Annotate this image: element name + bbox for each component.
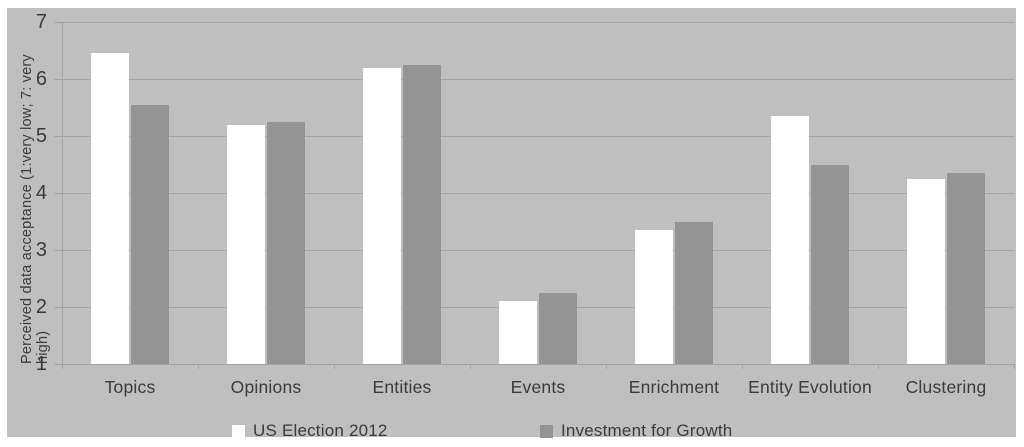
- bar-us-election-2012-topics: [91, 53, 129, 364]
- x-category-label-topics: Topics: [104, 377, 156, 397]
- gridline: [62, 22, 1014, 23]
- legend-item-investment-for-growth: Investment for Growth: [540, 421, 732, 441]
- bar-investment-for-growth-opinions: [267, 121, 305, 364]
- y-tick-mark: [54, 22, 62, 23]
- x-tick-mark: [742, 364, 743, 369]
- bar-investment-for-growth-enrichment: [675, 221, 713, 364]
- bar-us-election-2012-events: [499, 301, 537, 364]
- legend-swatch-us-election-2012: [232, 424, 245, 438]
- chart-panel: Perceived data acceptance (1:very low; 7…: [7, 8, 1016, 440]
- x-tick-mark: [878, 364, 879, 369]
- x-tick-mark: [198, 364, 199, 369]
- y-tick-mark: [54, 136, 62, 137]
- y-tick-mark: [54, 193, 62, 194]
- gridline: [62, 250, 1014, 251]
- x-category-label-clustering: Clustering: [905, 377, 987, 397]
- x-tick-mark: [470, 364, 471, 369]
- legend-swatch-investment-for-growth: [540, 424, 553, 438]
- x-tick-mark: [1014, 364, 1015, 369]
- y-tick-label: 2: [35, 296, 47, 318]
- y-tick-label: 3: [35, 239, 47, 261]
- x-category-label-events: Events: [510, 377, 566, 397]
- gridline: [62, 136, 1014, 137]
- bar-investment-for-growth-events: [539, 292, 577, 364]
- y-tick-label: 5: [35, 125, 47, 147]
- bar-us-election-2012-opinions: [227, 124, 265, 364]
- y-axis-line: [62, 22, 63, 364]
- y-tick-mark: [54, 250, 62, 251]
- legend-label-investment-for-growth: Investment for Growth: [561, 421, 733, 440]
- bar-investment-for-growth-clustering: [947, 173, 985, 364]
- bar-investment-for-growth-entities: [403, 64, 441, 364]
- gridline: [62, 79, 1014, 80]
- y-tick-label: 6: [35, 68, 47, 90]
- x-category-label-entities: Entities: [372, 377, 432, 397]
- legend-label-us-election-2012: US Election 2012: [253, 421, 388, 440]
- x-category-label-entity-evolution: Entity Evolution: [748, 377, 872, 397]
- y-tick-label: 1: [35, 353, 47, 375]
- gridline: [62, 307, 1014, 308]
- y-tick-label: 4: [35, 182, 47, 204]
- bar-investment-for-growth-entity-evolution: [811, 164, 849, 364]
- y-tick-mark: [54, 364, 62, 365]
- y-tick-mark: [54, 307, 62, 308]
- bar-investment-for-growth-topics: [131, 104, 169, 364]
- x-tick-mark: [62, 364, 63, 369]
- x-tick-mark: [606, 364, 607, 369]
- gridline: [62, 193, 1014, 194]
- y-tick-label: 7: [35, 11, 47, 33]
- y-tick-mark: [54, 79, 62, 80]
- bar-us-election-2012-clustering: [907, 178, 945, 364]
- bar-us-election-2012-entity-evolution: [771, 116, 809, 364]
- legend-item-us-election-2012: US Election 2012: [232, 421, 388, 441]
- bar-us-election-2012-entities: [363, 67, 401, 364]
- x-axis-line: [62, 364, 1014, 365]
- x-tick-mark: [334, 364, 335, 369]
- x-category-label-opinions: Opinions: [230, 377, 302, 397]
- bar-us-election-2012-enrichment: [635, 230, 673, 364]
- x-category-label-enrichment: Enrichment: [628, 377, 720, 397]
